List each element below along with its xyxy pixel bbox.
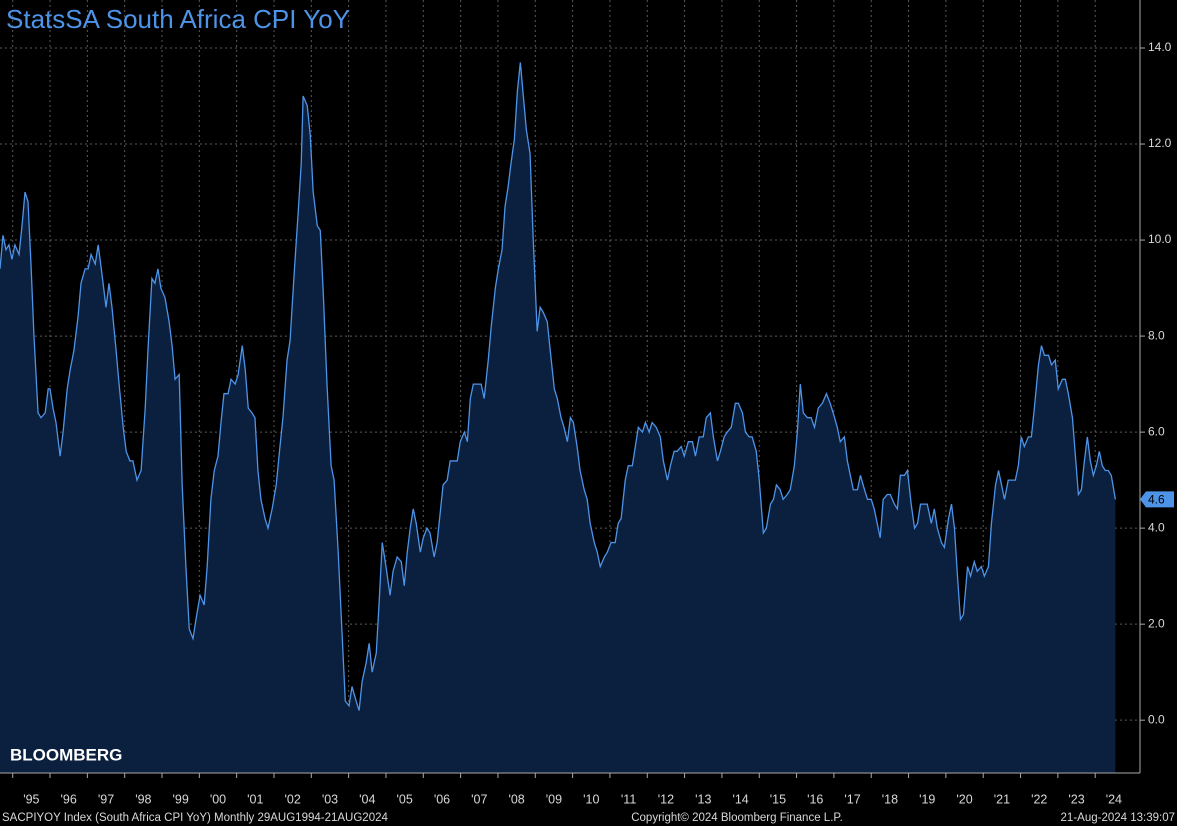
footer-right: 21-Aug-2024 13:39:07 xyxy=(1061,812,1175,824)
y-tick-label: 10.0 xyxy=(1148,232,1172,246)
x-tick-label: '20 xyxy=(956,792,972,806)
area xyxy=(0,62,1116,774)
x-tick-label: '14 xyxy=(732,792,748,806)
plot xyxy=(0,62,1117,774)
x-tick-label: '23 xyxy=(1068,792,1084,806)
x-tick-label: '97 xyxy=(98,792,114,806)
x-tick-label: '10 xyxy=(583,792,599,806)
x-tick-label: '06 xyxy=(434,792,450,806)
axes: 0.0 2.0 4.0 6.0 8.0 10.0 12.0 14.0 '95 '96 '97 '98 '… xyxy=(0,0,1174,806)
x-tick-label: '18 xyxy=(882,792,898,806)
x-tick-label: '19 xyxy=(919,792,935,806)
x-tick-label: '15 xyxy=(770,792,786,806)
x-tick-label: '04 xyxy=(359,792,375,806)
x-tick-label: '16 xyxy=(807,792,823,806)
x-tick-label: '96 xyxy=(61,792,77,806)
x-tick-label: '99 xyxy=(173,792,189,806)
x-tick-label: '98 xyxy=(135,792,151,806)
y-tick-label: 8.0 xyxy=(1148,328,1165,342)
x-tick-label: '07 xyxy=(471,792,487,806)
x-tick-label: '00 xyxy=(210,792,226,806)
y-tick-label: 2.0 xyxy=(1148,616,1165,630)
y-tick-label: 6.0 xyxy=(1148,424,1165,438)
x-tick-label: '11 xyxy=(621,792,636,806)
footer-center: Copyright© 2024 Bloomberg Finance L.P. xyxy=(631,812,843,824)
last-value-label: 4.6 xyxy=(1148,493,1165,507)
line xyxy=(0,62,1117,711)
x-tick-label: '24 xyxy=(1106,792,1122,806)
x-tick-label: '22 xyxy=(1031,792,1047,806)
x-tick-label: '09 xyxy=(546,792,562,806)
x-tick-label: '08 xyxy=(508,792,524,806)
x-tick-label: '05 xyxy=(396,792,412,806)
x-tick-label: '95 xyxy=(23,792,39,806)
x-tick-label: '12 xyxy=(658,792,674,806)
x-tick-label: '21 xyxy=(994,792,1010,806)
x-tick-label: '03 xyxy=(322,792,338,806)
x-tick-label: '02 xyxy=(285,792,301,806)
x-tick-label: '17 xyxy=(844,792,860,806)
y-tick-label: 12.0 xyxy=(1148,136,1172,150)
chart-title: StatsSA South Africa CPI YoY xyxy=(6,4,350,34)
x-tick-label: '01 xyxy=(247,792,263,806)
y-tick-label: 4.0 xyxy=(1148,520,1165,534)
y-tick-label: 0.0 xyxy=(1148,712,1165,726)
x-tick-label: '13 xyxy=(695,792,711,806)
footer-left: SACPIYOY Index (South Africa CPI YoY) Mo… xyxy=(2,812,388,824)
watermark: BLOOMBERG xyxy=(10,745,122,764)
last-value-badge xyxy=(1140,491,1174,508)
y-tick-label: 14.0 xyxy=(1148,40,1172,54)
